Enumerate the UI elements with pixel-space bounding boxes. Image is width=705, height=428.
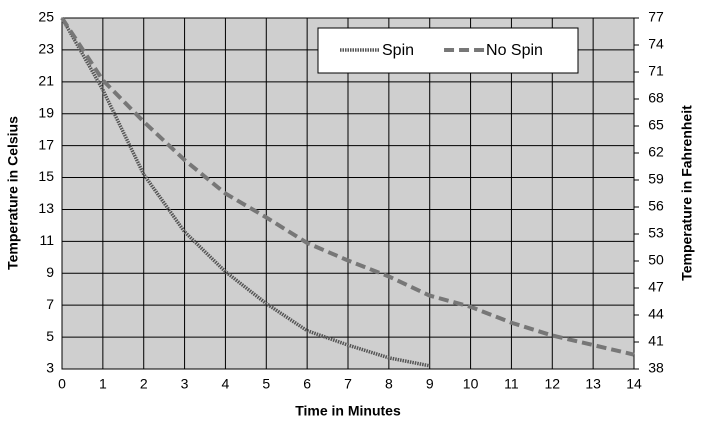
y-tick-label: 7 [46, 296, 54, 312]
x-tick-label: 4 [222, 376, 230, 392]
legend-label: No Spin [486, 42, 543, 59]
y2-tick-label: 53 [648, 225, 664, 241]
y2-tick-label: 47 [648, 279, 664, 295]
y2-tick-label: 50 [648, 252, 664, 268]
x-tick-label: 0 [58, 376, 66, 392]
y-tick-label: 9 [46, 264, 54, 280]
series-line [60, 16, 635, 357]
y2-tick-label: 44 [648, 306, 664, 322]
y-tick-label: 15 [38, 168, 54, 184]
y2-tick-label: 56 [648, 198, 664, 214]
x-tick-label: 2 [140, 376, 148, 392]
x-tick-label: 13 [585, 376, 601, 392]
y2-tick-label: 77 [648, 9, 664, 25]
y-axis-title: Temperature in Celsius [5, 116, 21, 270]
y-tick-label: 17 [38, 136, 54, 152]
y2-tick-label: 59 [648, 171, 664, 187]
y-tick-label: 5 [46, 328, 54, 344]
x-tick-label: 11 [504, 376, 519, 392]
y-tick-label: 13 [38, 200, 54, 216]
y-tick-label: 21 [38, 73, 54, 89]
y2-tick-label: 68 [648, 90, 664, 106]
y-tick-label: 3 [46, 360, 54, 376]
x-tick-label: 10 [463, 376, 479, 392]
x-tick-label: 12 [544, 376, 560, 392]
x-axis-title: Time in Minutes [295, 403, 401, 419]
y2-tick-label: 65 [648, 117, 664, 133]
y2-tick-label: 71 [648, 63, 664, 79]
y2-tick-label: 62 [648, 144, 664, 160]
y-tick-label: 11 [39, 232, 54, 248]
x-tick-label: 14 [626, 376, 642, 392]
legend-label: Spin [382, 42, 414, 59]
series-line [60, 17, 431, 368]
y2-tick-label: 41 [648, 333, 664, 349]
x-tick-label: 6 [303, 376, 311, 392]
y2-tick-label: 74 [648, 36, 664, 52]
y-tick-label: 25 [38, 9, 54, 25]
y2-tick-label: 38 [648, 360, 664, 376]
y2-axis-title: Temperature in Fahrenheit [679, 105, 695, 281]
plot-border [61, 17, 635, 370]
x-tick-label: 1 [99, 376, 107, 392]
x-tick-label: 3 [181, 376, 189, 392]
y-tick-label: 23 [38, 41, 54, 57]
y-tick-label: 19 [38, 104, 54, 120]
x-tick-label: 8 [385, 376, 393, 392]
x-tick-label: 9 [426, 376, 434, 392]
x-tick-label: 5 [262, 376, 270, 392]
x-tick-label: 7 [344, 376, 352, 392]
